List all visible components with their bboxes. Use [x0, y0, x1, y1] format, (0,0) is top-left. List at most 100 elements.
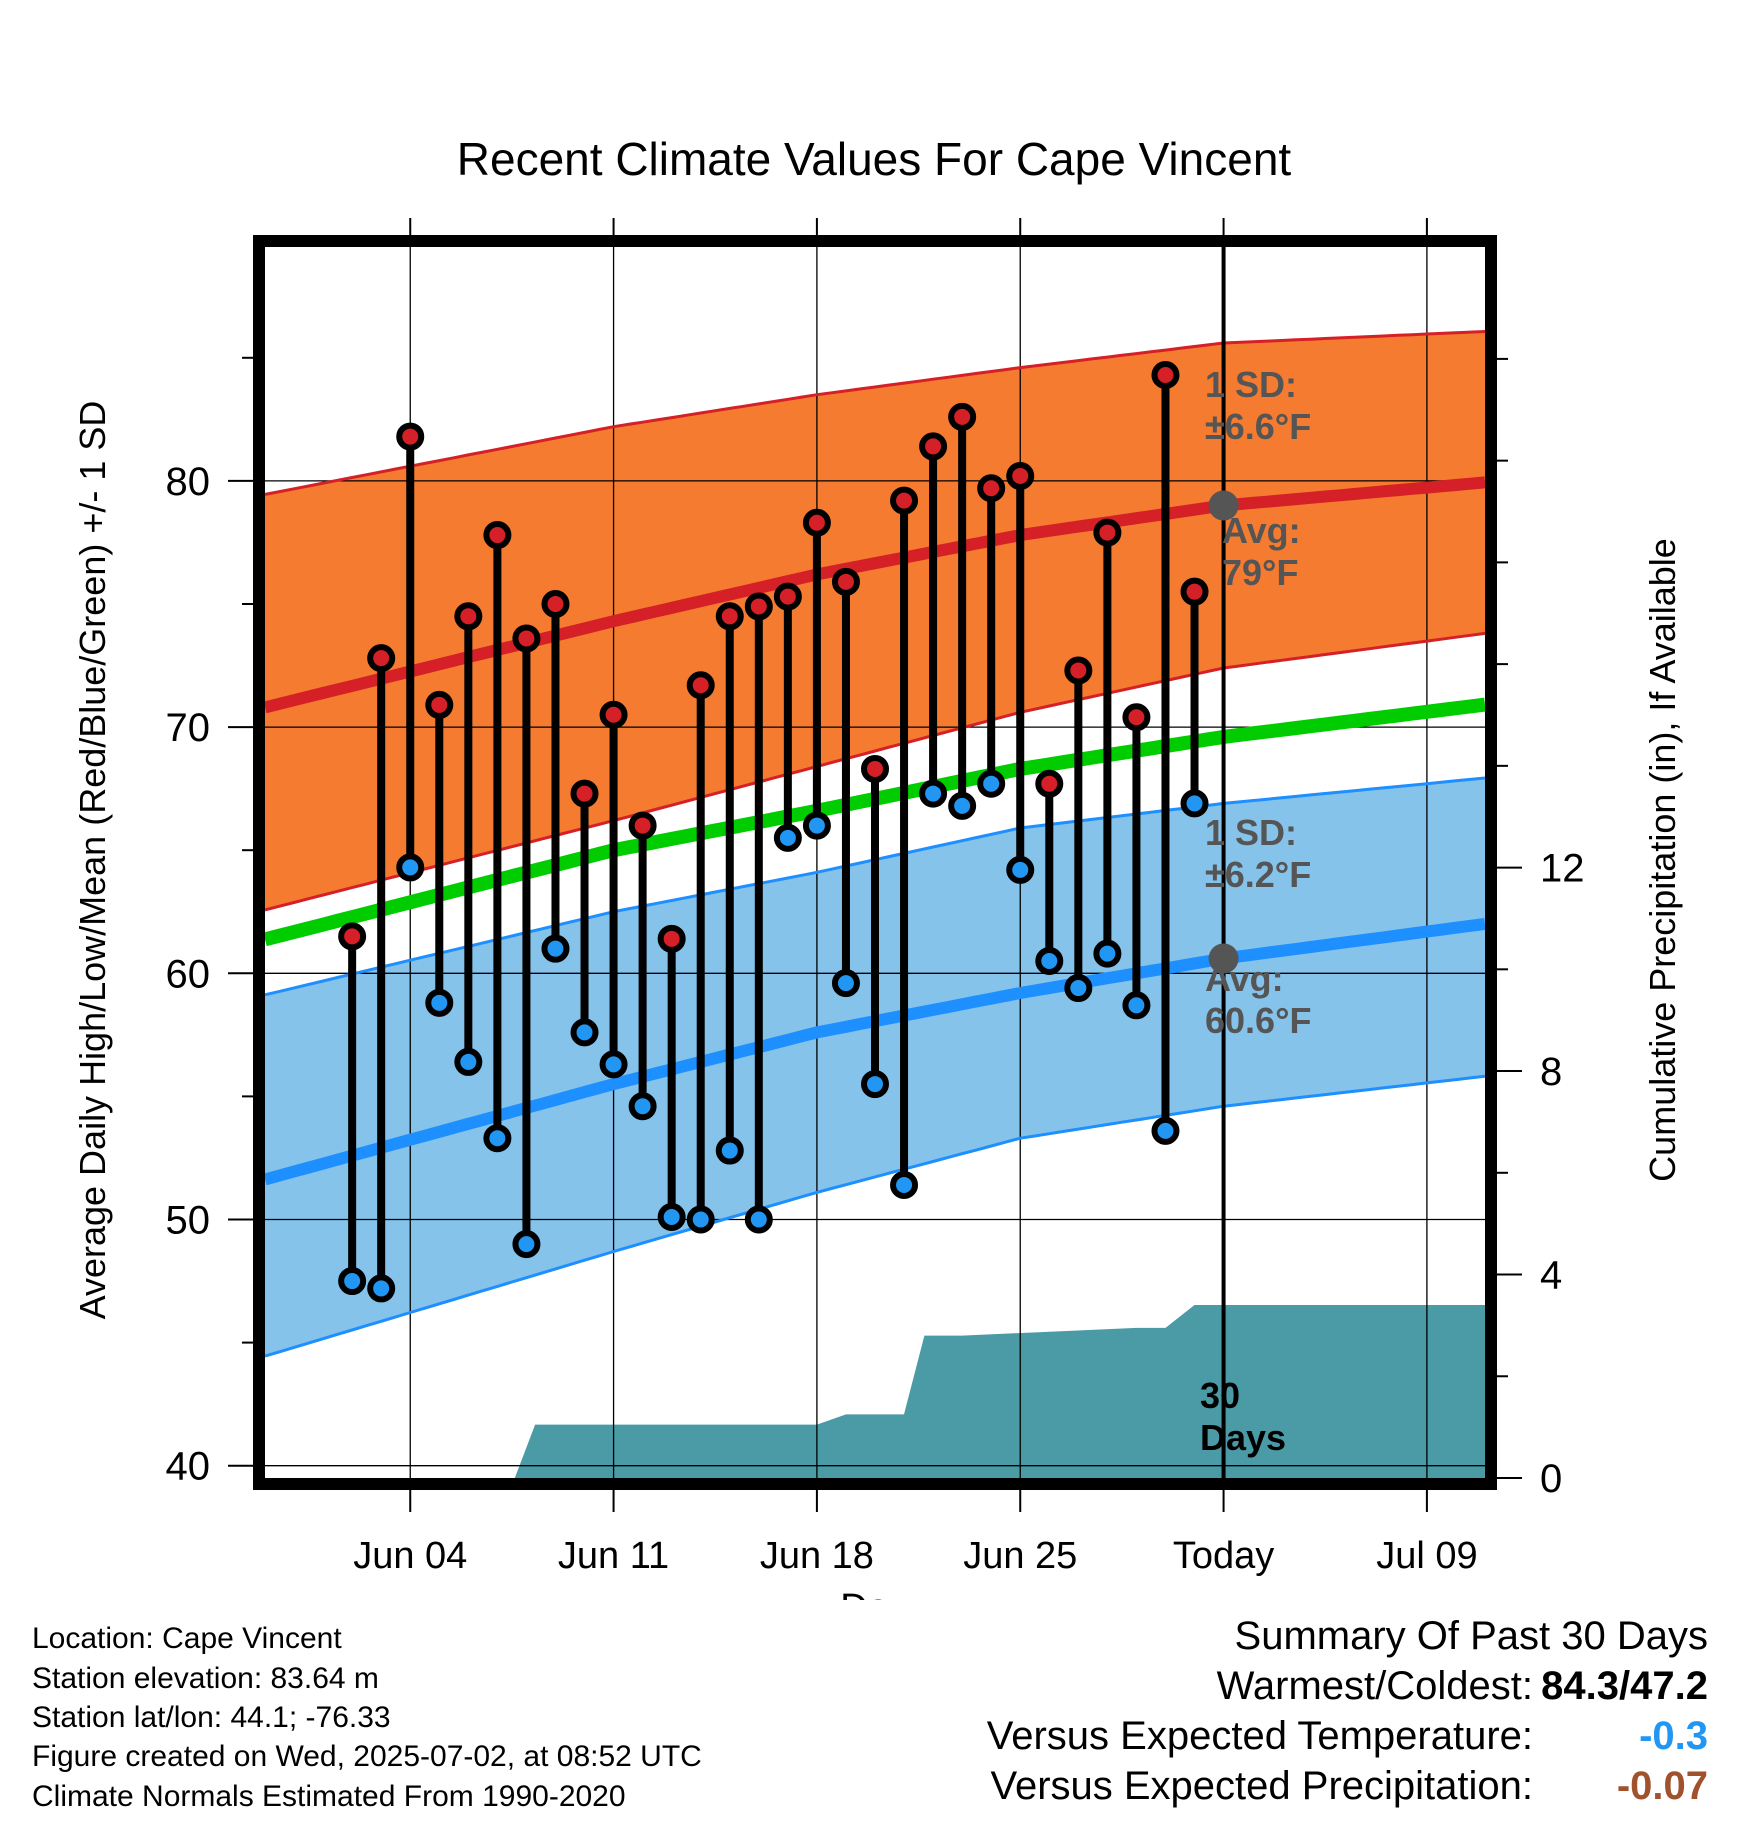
daily-high-point: [919, 432, 948, 461]
daily-low-point: [802, 811, 831, 840]
y2-tick-label: 4: [1540, 1254, 1562, 1298]
x-axis-label: Day: [840, 1587, 908, 1600]
daily-high-point: [1093, 518, 1122, 547]
figure-created: Figure created on Wed, 2025-07-02, at 08…: [32, 1740, 702, 1773]
station-latlon: Station lat/lon: 44.1; -76.33: [32, 1701, 391, 1734]
y2-tick-label: 12: [1540, 847, 1585, 891]
daily-high-point: [831, 567, 860, 596]
daily-low-point: [1006, 855, 1035, 884]
summary-precip-departure: Versus Expected Precipitation: -0.07: [990, 1764, 1708, 1809]
daily-high-point: [628, 811, 657, 840]
x-tick-label: Jun 25: [963, 1535, 1077, 1577]
daily-high-point: [425, 690, 454, 719]
daily-high-point: [773, 582, 802, 611]
daily-low-point: [396, 853, 425, 882]
low-avg-annotation: 60.6°F: [1205, 1000, 1311, 1041]
daily-high-point: [454, 602, 483, 631]
daily-low-point: [890, 1171, 919, 1200]
daily-low-point: [425, 988, 454, 1017]
daily-low-point: [1180, 789, 1209, 818]
y-tick-label: 80: [166, 460, 211, 504]
window-annotation: Days: [1200, 1417, 1286, 1458]
daily-low-point: [715, 1136, 744, 1165]
daily-high-point: [802, 508, 831, 537]
temp-departure-label: Versus Expected Temperature:: [986, 1714, 1533, 1758]
plot-frame: [253, 235, 1497, 1490]
daily-low-point: [599, 1050, 628, 1079]
daily-low-point: [861, 1070, 889, 1099]
daily-high-point: [948, 402, 977, 431]
daily-high-point: [338, 922, 367, 951]
daily-high-point: [512, 624, 541, 653]
station-elevation: Station elevation: 83.64 m: [32, 1662, 379, 1695]
daily-high-point: [1064, 656, 1093, 685]
daily-high-point: [1180, 577, 1209, 606]
high-sd-upper-line: [265, 330, 1485, 496]
daily-low-point: [977, 769, 1006, 798]
window-annotation: 30: [1200, 1375, 1240, 1416]
x-tick-label: Jun 11: [558, 1535, 669, 1577]
daily-high-point: [541, 589, 570, 618]
daily-high-point: [570, 779, 599, 808]
daily-low-point: [512, 1230, 541, 1259]
x-tick-label: Jun 18: [760, 1535, 874, 1577]
daily-high-point: [1006, 461, 1035, 490]
y-tick-label: 60: [166, 952, 211, 996]
daily-high-point: [657, 924, 686, 953]
high-avg-annotation: Avg:: [1222, 510, 1301, 551]
precip-departure-value: -0.07: [1616, 1764, 1708, 1808]
y2-tick-label: 8: [1540, 1050, 1562, 1094]
daily-low-point: [1151, 1116, 1180, 1145]
daily-low-point: [773, 823, 802, 852]
high-sd-annotation: 1 SD:: [1205, 364, 1297, 405]
daily-low-point: [744, 1205, 773, 1234]
y-tick-label: 50: [166, 1198, 211, 1242]
daily-low-point: [657, 1203, 686, 1232]
precip-departure-label: Versus Expected Precipitation:: [990, 1764, 1533, 1808]
summary-warmest-coldest: Warmest/Coldest: 84.3/47.2: [1217, 1664, 1708, 1709]
x-tick-label: Today: [1173, 1535, 1274, 1577]
daily-high-point: [977, 474, 1006, 503]
daily-low-point: [570, 1018, 599, 1047]
daily-low-point: [831, 969, 860, 998]
today-avg-low-marker: [1208, 943, 1239, 974]
daily-low-point: [919, 779, 948, 808]
daily-low-point: [454, 1047, 483, 1076]
low-sd-lower-line: [265, 1074, 1485, 1358]
y-tick-label: 70: [166, 706, 211, 750]
daily-low-point: [483, 1124, 512, 1153]
daily-low-point: [1093, 939, 1122, 968]
y2-tick-label: 0: [1540, 1457, 1562, 1501]
high-sd-band: [265, 331, 1485, 910]
daily-low-point: [1122, 991, 1151, 1020]
daily-high-point: [1035, 769, 1064, 798]
y2-axis-label: Cumulative Precipitation (in), If Availa…: [1642, 538, 1683, 1182]
x-tick-label: Jun 04: [353, 1535, 467, 1577]
chart-title: Recent Climate Values For Cape Vincent: [457, 133, 1292, 185]
warmest-coldest-label: Warmest/Coldest:: [1216, 1664, 1533, 1708]
daily-high-point: [1122, 703, 1151, 732]
daily-high-point: [1151, 361, 1180, 390]
temp-departure-value: -0.3: [1639, 1714, 1708, 1758]
today-avg-high-marker: [1208, 490, 1239, 521]
summary-temp-departure: Versus Expected Temperature: -0.3: [987, 1714, 1708, 1759]
daily-high-point: [715, 602, 744, 631]
low-sd-annotation: ±6.2°F: [1205, 854, 1311, 895]
x-tick-label: Jul 09: [1376, 1535, 1477, 1577]
daily-low-point: [948, 791, 977, 820]
daily-low-point: [541, 934, 570, 963]
daily-high-point: [396, 422, 425, 451]
climate-normals-period: Climate Normals Estimated From 1990-2020: [32, 1780, 626, 1813]
daily-low-point: [686, 1205, 715, 1234]
daily-high-point: [686, 671, 715, 700]
warmest-coldest-value: 84.3/47.2: [1541, 1664, 1708, 1708]
y-axis-label: Average Daily High/Low/Mean (Red/Blue/Gr…: [72, 401, 113, 1320]
cumulative-precip-area: [265, 1305, 1485, 1478]
daily-low-point: [367, 1274, 396, 1303]
daily-high-point: [367, 644, 396, 673]
daily-low-point: [338, 1267, 367, 1296]
daily-high-point: [483, 521, 512, 550]
high-avg-annotation: 79°F: [1222, 552, 1298, 593]
low-sd-annotation: 1 SD:: [1205, 812, 1297, 853]
daily-low-point: [1035, 946, 1064, 975]
